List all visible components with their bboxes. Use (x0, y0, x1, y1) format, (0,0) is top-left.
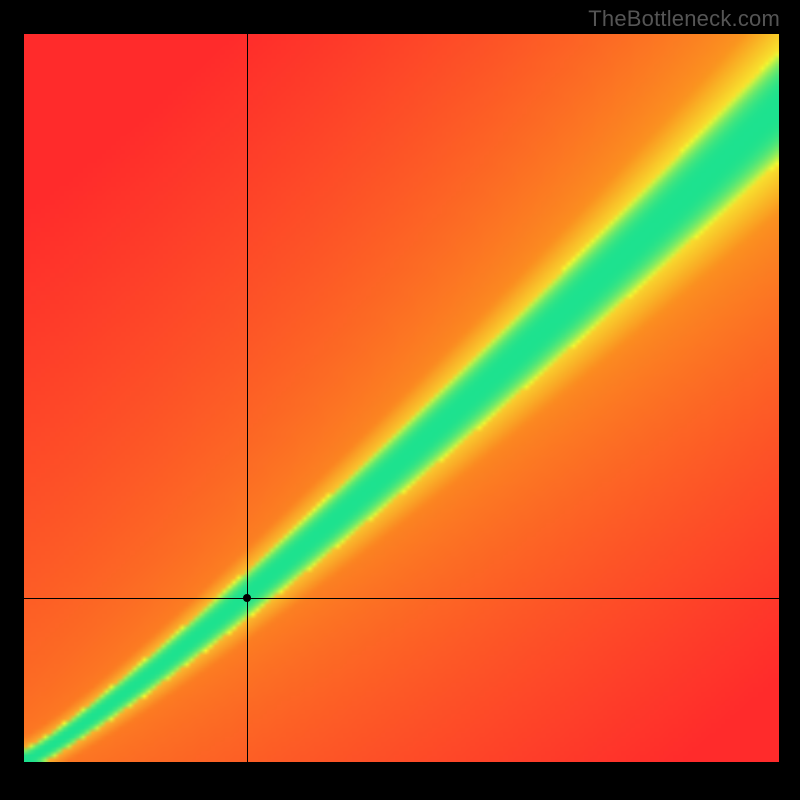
watermark-text: TheBottleneck.com (588, 6, 780, 32)
data-point-marker (243, 594, 251, 602)
chart-container: TheBottleneck.com (0, 0, 800, 800)
plot-area (24, 34, 779, 762)
crosshair-horizontal (24, 598, 779, 599)
crosshair-vertical (247, 34, 248, 762)
heatmap-canvas (24, 34, 779, 762)
